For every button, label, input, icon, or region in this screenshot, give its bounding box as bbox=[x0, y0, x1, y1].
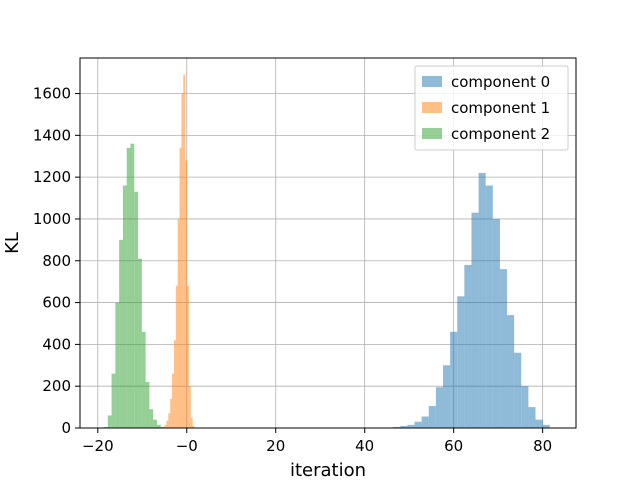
histogram-bar bbox=[464, 264, 472, 428]
histogram-bar bbox=[173, 340, 176, 428]
histogram-bar bbox=[119, 239, 123, 428]
legend-swatch bbox=[422, 128, 442, 139]
histogram-bar bbox=[138, 258, 142, 428]
histogram-bar bbox=[188, 386, 191, 428]
x-axis-label: iteration bbox=[290, 460, 366, 480]
y-tick-label: 1400 bbox=[33, 126, 71, 144]
histogram-bar bbox=[393, 426, 401, 428]
histogram-bar bbox=[153, 419, 157, 428]
histogram-bar bbox=[111, 373, 116, 428]
histogram-bar bbox=[170, 398, 173, 428]
y-tick-label: 200 bbox=[42, 377, 71, 395]
histogram-bar bbox=[181, 93, 184, 429]
histogram-bar bbox=[104, 426, 108, 428]
histogram-bar bbox=[528, 407, 536, 428]
x-tick-label: 40 bbox=[355, 437, 374, 455]
x-tick-label: 20 bbox=[266, 437, 285, 455]
histogram-bar bbox=[442, 365, 451, 428]
histogram-bar bbox=[122, 185, 127, 428]
histogram-bar bbox=[428, 406, 436, 428]
histogram-bar bbox=[457, 296, 465, 428]
legend-swatch bbox=[422, 102, 442, 113]
legend-label: component 1 bbox=[451, 99, 550, 117]
x-tick-label: 80 bbox=[533, 437, 552, 455]
histogram-bar bbox=[134, 191, 139, 428]
plot-frame bbox=[79, 57, 577, 429]
histogram-bar bbox=[478, 172, 486, 428]
histogram-bar bbox=[130, 143, 135, 428]
histogram-bar bbox=[156, 424, 161, 428]
histogram-bar bbox=[164, 424, 167, 428]
legend-box bbox=[414, 65, 569, 151]
histogram-bar bbox=[179, 147, 182, 428]
histogram-bar bbox=[192, 425, 195, 428]
x-tick-label: −20 bbox=[82, 437, 114, 455]
histogram-bar bbox=[183, 74, 186, 428]
x-tick-label: 60 bbox=[444, 437, 463, 455]
y-tick-label: 800 bbox=[42, 252, 71, 270]
y-tick-label: 1200 bbox=[33, 168, 71, 186]
histogram-bar bbox=[145, 382, 150, 428]
y-tick-label: 600 bbox=[42, 294, 71, 312]
histogram-bar bbox=[414, 421, 422, 428]
histogram-bar bbox=[168, 413, 171, 428]
legend: component 0 component 1 component 2 bbox=[414, 65, 569, 151]
x-tick-label: −0 bbox=[176, 437, 198, 455]
histogram-bar bbox=[535, 419, 543, 428]
histogram-bar bbox=[450, 331, 458, 428]
histogram-bar bbox=[141, 331, 146, 428]
histogram-bar bbox=[407, 424, 415, 428]
y-tick-label: 1000 bbox=[33, 210, 71, 228]
histogram-bar bbox=[175, 285, 178, 428]
series-2-bars bbox=[104, 143, 165, 428]
y-axis-label: KL bbox=[2, 232, 23, 254]
series-1-bars bbox=[162, 74, 195, 429]
axis-ticks: −20 −0 20 40 60 80020040060080010001200140016… bbox=[33, 85, 552, 455]
histogram-bar bbox=[499, 269, 508, 428]
histogram-bar bbox=[166, 420, 169, 428]
histogram-bar bbox=[187, 285, 189, 428]
histogram-bar bbox=[126, 147, 131, 428]
histogram-bar bbox=[521, 386, 529, 428]
legend-swatch bbox=[422, 76, 442, 87]
histogram-bar bbox=[507, 315, 515, 428]
histogram-bar bbox=[185, 160, 188, 428]
legend-label: component 2 bbox=[451, 125, 550, 143]
histogram-bar bbox=[115, 302, 120, 428]
histogram-bar bbox=[160, 426, 165, 428]
histogram-bar bbox=[177, 218, 180, 428]
histogram-bar bbox=[492, 218, 500, 428]
histogram-bar bbox=[542, 424, 550, 428]
histogram-bars bbox=[104, 74, 550, 429]
histogram-bar bbox=[400, 425, 408, 428]
histogram-bar bbox=[190, 417, 193, 428]
histogram-bar bbox=[435, 387, 443, 428]
histogram-bar bbox=[485, 185, 493, 428]
histogram-bar bbox=[107, 415, 112, 428]
histogram-bar bbox=[471, 212, 479, 428]
y-tick-label: 0 bbox=[61, 419, 71, 437]
legend-label: component 0 bbox=[451, 73, 550, 91]
histogram-bar bbox=[149, 409, 154, 428]
histogram-bar bbox=[172, 373, 174, 428]
histogram-bar bbox=[421, 416, 429, 428]
y-tick-label: 1600 bbox=[33, 85, 71, 103]
series-0-bars bbox=[393, 172, 550, 428]
y-tick-label: 400 bbox=[42, 335, 71, 353]
histogram-bar bbox=[514, 352, 522, 428]
